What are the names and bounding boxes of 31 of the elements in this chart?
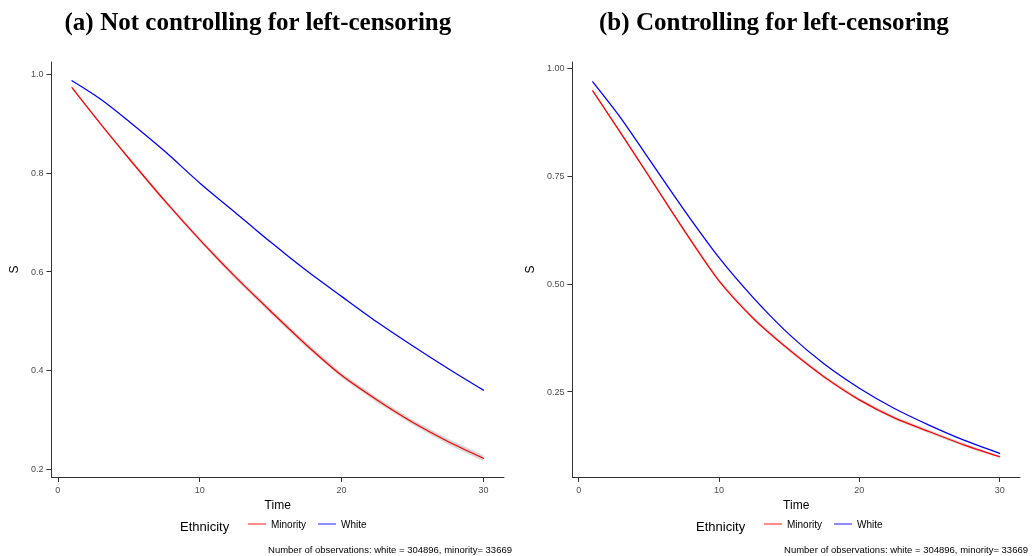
text: Number of observations: white = 304896, minority= 33669	[784, 543, 1029, 555]
legend-title: Ethnicity	[696, 519, 746, 534]
y-tick-label: 0.75	[546, 171, 565, 182]
text: Number of observations: white = 304896, minority= 33669	[268, 543, 513, 555]
legend-label: White	[341, 518, 367, 530]
x-axis-title: Time	[783, 498, 810, 512]
y-axis-title: S	[523, 265, 537, 274]
y-axis-title: S	[7, 265, 21, 274]
y-tick-label: 0.25	[546, 386, 565, 397]
x-axis-title: Time	[264, 498, 292, 512]
x-tick-label: 0	[576, 484, 582, 495]
x-tick-label: 20	[854, 484, 865, 495]
x-tick-label: 30	[994, 484, 1005, 495]
legend-title: Ethnicity	[180, 519, 230, 534]
x-tick-label: 10	[714, 484, 725, 495]
x-tick-label: 10	[194, 484, 205, 495]
chart-title: (b) Controlling for left-censoring	[598, 8, 950, 36]
x-tick-label: 30	[478, 484, 489, 495]
y-tick-label: 0.8	[30, 168, 44, 179]
y-tick-label: 0.6	[30, 266, 44, 277]
y-tick-label: 0.4	[30, 365, 44, 376]
y-tick-label: 1.00	[546, 63, 565, 74]
legend-label: White	[857, 518, 883, 530]
legend-label: Minority	[787, 518, 823, 530]
chart-title: (a) Not controlling for left-censoring	[64, 8, 452, 36]
x-tick-label: 0	[55, 484, 61, 495]
x-tick-label: 20	[336, 484, 347, 495]
legend-label: Minority	[271, 518, 307, 530]
y-tick-label: 0.2	[30, 464, 44, 475]
y-tick-label: 1.0	[30, 69, 44, 80]
y-tick-label: 0.50	[546, 278, 565, 289]
